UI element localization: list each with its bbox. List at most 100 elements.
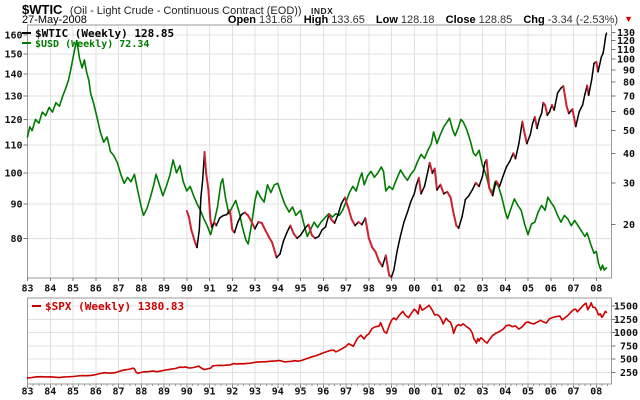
axis-tick-label: 95 <box>294 387 306 398</box>
axis-tick-label: 89 <box>158 284 170 295</box>
axis-tick-label: 120 <box>4 115 22 126</box>
spx-axis-labels: 1500 1250 1000 750 500 250 <box>611 302 638 379</box>
axis-tick-label: 100 <box>617 55 635 66</box>
axis-tick-label: 84 <box>44 387 56 398</box>
quote-row: 27-May-2008 Open 131.68 High 133.65 Low 128… <box>22 14 633 26</box>
usd-legend: $USD (Weekly) 72.34 <box>22 39 149 50</box>
usd-series <box>26 39 608 271</box>
axis-tick-label: 04 <box>499 284 511 295</box>
axis-tick-label: 40 <box>623 149 635 160</box>
axis-tick-label: 98 <box>363 387 375 398</box>
axis-tick-label: 87 <box>112 387 124 398</box>
axis-tick-label: 03 <box>476 284 488 295</box>
open-value: 131.68 <box>259 14 293 26</box>
axis-tick-label: 1250 <box>614 315 638 326</box>
axis-tick-label: 99 <box>385 284 397 295</box>
axis-tick-label: 100 <box>4 168 22 179</box>
axis-tick-label: 00 <box>408 284 420 295</box>
axis-tick-label: 80 <box>10 234 22 245</box>
low-label: Low <box>375 14 398 26</box>
axis-tick-label: 06 <box>545 387 557 398</box>
axis-tick-label: 96 <box>317 387 329 398</box>
axis-tick-label: 30 <box>623 178 635 189</box>
axis-tick-label: 02 <box>454 387 466 398</box>
axis-tick-label: 95 <box>294 284 306 295</box>
axis-tick-label: 00 <box>408 387 420 398</box>
axis-tick-label: 01 <box>431 387 443 398</box>
axis-tick-label: 87 <box>112 284 124 295</box>
axis-tick-label: 160 <box>4 30 22 41</box>
axis-tick-label: 88 <box>135 284 147 295</box>
high-label: High <box>303 14 329 26</box>
axis-tick-label: 07 <box>567 284 579 295</box>
axis-tick-label: 91 <box>203 284 215 295</box>
axis-tick-label: 92 <box>226 284 238 295</box>
axis-tick-label: 750 <box>620 341 638 352</box>
high-value: 133.65 <box>331 14 365 26</box>
axis-tick-label: 92 <box>226 387 238 398</box>
axis-tick-label: 88 <box>135 387 147 398</box>
axis-tick-label: 86 <box>90 387 102 398</box>
axis-tick-label: 05 <box>522 387 534 398</box>
axis-tick-label: 01 <box>431 284 443 295</box>
axis-tick-label: 1000 <box>614 328 638 339</box>
axis-tick-label: 120 <box>617 36 635 47</box>
close-label: Close <box>445 14 476 26</box>
axis-tick-label: 70 <box>623 91 635 102</box>
axis-tick-label: 86 <box>90 284 102 295</box>
axis-tick-label: 90 <box>10 199 22 210</box>
axis-tick-label: 89 <box>158 387 170 398</box>
axis-tick-label: 83 <box>21 387 33 398</box>
axis-tick-label: 06 <box>545 284 557 295</box>
axis-tick-label: 07 <box>567 387 579 398</box>
axis-tick-label: 83 <box>21 284 33 295</box>
axis-tick-label: 98 <box>363 284 375 295</box>
left-axis-labels: 160 150 140 130 120 110 100 90 80 <box>4 30 28 245</box>
axis-tick-label: 90 <box>623 66 635 77</box>
axis-tick-label: 110 <box>617 45 635 56</box>
wtic-legend-swatch <box>22 32 31 34</box>
chart-gridlines <box>27 25 612 384</box>
axis-tick-label: 94 <box>272 284 284 295</box>
chart-date: 27-May-2008 <box>22 14 87 26</box>
axis-tick-label: 85 <box>67 387 79 398</box>
panel-borders <box>27 24 612 385</box>
axis-tick-label: 05 <box>522 284 534 295</box>
spx-legend: $SPX (Weekly) 1380.83 <box>32 300 184 313</box>
axis-tick-label: 90 <box>181 284 193 295</box>
axis-tick-label: 1500 <box>614 302 638 313</box>
axis-tick-label: 97 <box>340 284 352 295</box>
low-value: 128.18 <box>400 14 435 26</box>
axis-tick-label: 500 <box>620 355 638 366</box>
axis-tick-label: 02 <box>454 284 466 295</box>
symbol: $WTIC <box>22 2 63 17</box>
symbol-description: (Oil - Light Crude - Continuous Contract… <box>69 5 302 17</box>
usd-legend-label: $USD (Weekly) 72.34 <box>35 39 150 50</box>
axis-tick-label: 08 <box>590 284 602 295</box>
axis-tick-label: 03 <box>476 387 488 398</box>
axis-tick-label: 150 <box>4 49 22 60</box>
chg-value: -3.34 (-2.53%) <box>547 14 619 26</box>
x-axis-labels: 83 83 84 84 85 85 86 86 87 87 88 88 89 89 90 90 91 91 92 92… <box>21 278 609 398</box>
axis-tick-label: 50 <box>623 126 635 137</box>
chg-label: Chg <box>523 14 545 26</box>
exchange-label: INDX <box>311 6 334 16</box>
close-value: 128.85 <box>478 14 513 26</box>
chart-title-row: $WTIC (Oil - Light Crude - Continuous Co… <box>22 1 333 19</box>
axis-tick-label: 99 <box>385 387 397 398</box>
axis-tick-label: 250 <box>620 368 638 379</box>
axis-tick-label: 04 <box>499 387 511 398</box>
axis-tick-label: 85 <box>67 284 79 295</box>
usd-legend-swatch <box>22 42 31 44</box>
axis-tick-label: 90 <box>181 387 193 398</box>
axis-tick-label: 84 <box>44 284 56 295</box>
axis-tick-label: 97 <box>340 387 352 398</box>
axis-tick-label: 140 <box>4 70 22 81</box>
chg-down-arrow-icon: ▼ <box>624 14 633 24</box>
wtic-series <box>185 32 608 278</box>
axis-tick-label: 91 <box>203 387 215 398</box>
spx-legend-label: $SPX (Weekly) 1380.83 <box>45 300 185 313</box>
quote-bar: Open 131.68 High 133.65 Low 128.18 Close 128… <box>228 14 633 26</box>
